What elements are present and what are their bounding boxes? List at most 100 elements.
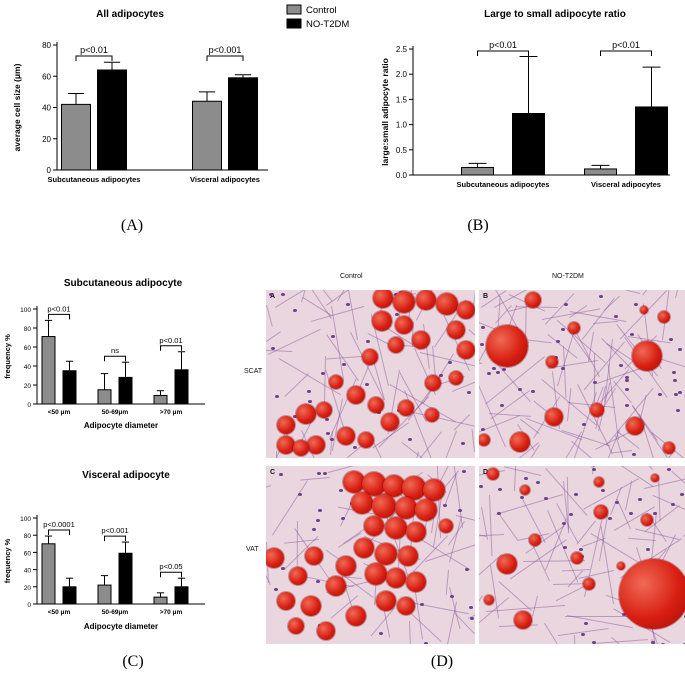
adipocyte <box>326 576 346 596</box>
cell-nucleus <box>650 641 655 644</box>
x-axis-label: Adipocyte diameter <box>84 622 158 631</box>
adipocyte <box>288 618 304 634</box>
tissue-fiber <box>408 621 412 644</box>
adipocyte <box>395 316 413 334</box>
x-tick-label: >70 μm <box>160 409 183 416</box>
adipocyte <box>362 349 378 365</box>
adipocyte <box>525 292 541 308</box>
bar-no-t2dm <box>174 369 189 405</box>
bar-no-t2dm <box>118 552 133 605</box>
cell-nucleus <box>470 617 475 621</box>
cell-nucleus <box>600 489 605 493</box>
cell-nucleus <box>279 472 284 476</box>
micrograph-scat-control: A <box>266 290 475 458</box>
adipocyte <box>329 375 343 389</box>
cell-nucleus <box>675 408 680 412</box>
column-header-no-t2dm: NO-T2DM <box>552 273 584 280</box>
legend-label: Control <box>306 5 337 16</box>
adipocyte <box>277 436 295 454</box>
y-tick-label: 20 <box>24 585 32 592</box>
adipocyte <box>383 475 405 497</box>
p-value-annotation: p<0.01 <box>159 336 182 345</box>
tissue-fiber <box>652 494 685 519</box>
y-tick-label: 60 <box>42 72 51 81</box>
y-tick-label: 100 <box>20 307 31 314</box>
cell-nucleus <box>682 643 685 644</box>
cell-nucleus <box>524 476 529 480</box>
tissue-fiber <box>413 585 423 640</box>
tile-letter-b: B <box>483 293 489 300</box>
adipocyte <box>402 476 426 500</box>
cell-nucleus <box>629 511 634 515</box>
cell-nucleus <box>443 503 448 507</box>
cell-nucleus <box>520 496 525 500</box>
adipocyte <box>425 375 441 391</box>
tile-letter-d: D <box>483 469 489 476</box>
p-value-annotation: p<0.001 <box>209 45 242 55</box>
tissue-fiber <box>471 428 475 452</box>
cell-nucleus <box>677 391 682 395</box>
significance-bracket <box>206 55 244 61</box>
x-tick-label: 50-69μm <box>102 409 129 416</box>
cell-nucleus <box>394 312 399 316</box>
cell-nucleus <box>317 471 322 475</box>
y-axis-label: average cell size (μm) <box>12 63 22 151</box>
adipocyte <box>449 371 463 385</box>
cell-nucleus <box>560 366 565 370</box>
x-tick-label: Visceral adipocytes <box>190 175 260 184</box>
y-tick-label: 40 <box>24 364 32 371</box>
cell-nucleus <box>618 363 623 367</box>
chart-title: All adipocytes <box>96 9 164 20</box>
cell-nucleus <box>461 470 466 474</box>
y-tick-label: 40 <box>42 104 51 113</box>
y-tick-label: 0 <box>27 402 31 409</box>
cell-nucleus <box>497 487 502 491</box>
tissue-fiber <box>574 634 577 644</box>
bar-control <box>61 103 91 171</box>
bar-control <box>153 394 168 405</box>
y-tick-label: 1.0 <box>396 121 408 130</box>
adipocyte <box>395 497 417 519</box>
cell-nucleus <box>625 403 630 407</box>
cell-nucleus <box>280 293 285 297</box>
adipocyte <box>336 556 356 576</box>
cell-nucleus <box>592 380 597 384</box>
tissue-fiber <box>590 466 640 468</box>
tissue-fiber <box>488 495 493 557</box>
adipocyte <box>386 568 406 588</box>
cell-nucleus <box>624 379 629 383</box>
cell-nucleus <box>581 423 586 427</box>
significance-bracket <box>48 313 70 320</box>
cell-nucleus <box>536 481 541 485</box>
tissue-fiber <box>592 638 648 644</box>
y-tick-label: 80 <box>24 533 32 540</box>
adipocyte <box>301 596 321 616</box>
cell-nucleus <box>680 492 685 496</box>
cell-nucleus <box>657 393 662 397</box>
adipocyte <box>381 413 399 431</box>
cell-nucleus <box>563 303 568 307</box>
adipocyte <box>372 494 396 518</box>
cell-nucleus <box>531 389 536 393</box>
p-value-annotation: p<0.0001 <box>43 520 75 529</box>
adipocyte <box>594 477 604 487</box>
adipocyte <box>486 325 528 367</box>
y-tick-label: 40 <box>24 568 32 575</box>
tile-letter-a: A <box>270 293 276 300</box>
cell-nucleus <box>653 511 658 515</box>
cell-nucleus <box>292 308 297 312</box>
cell-nucleus <box>678 348 683 352</box>
cell-nucleus <box>438 373 443 377</box>
row-label-scat: SCAT <box>244 368 263 375</box>
adipocyte <box>484 595 494 605</box>
adipocyte <box>354 538 374 558</box>
tissue-fiber <box>562 568 590 572</box>
adipocyte <box>364 516 384 536</box>
cell-nucleus <box>274 394 279 398</box>
y-tick-label: 0 <box>47 166 52 175</box>
y-tick-label: 2.5 <box>396 45 408 54</box>
adipocyte <box>594 505 608 519</box>
bar-control <box>97 584 112 605</box>
adipocyte <box>658 311 670 323</box>
cell-nucleus <box>480 427 485 431</box>
